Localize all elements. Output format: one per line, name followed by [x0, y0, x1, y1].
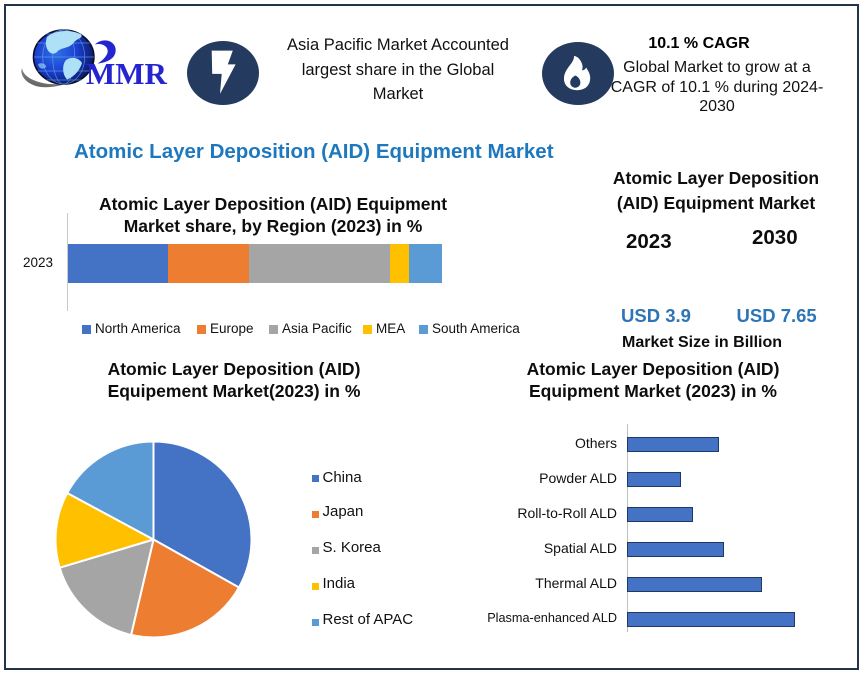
- svg-text:MMR: MMR: [86, 56, 168, 91]
